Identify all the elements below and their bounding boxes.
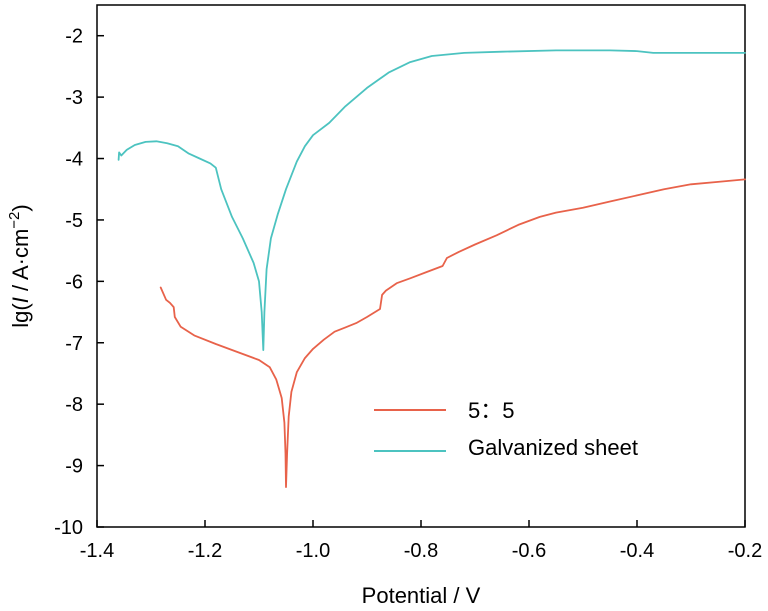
legend-label-galvanized-sheet: Galvanized sheet	[468, 435, 638, 460]
y-tick-label: -5	[65, 210, 83, 232]
y-axis-title-prefix: lg(	[8, 303, 33, 328]
y-tick-label: -3	[65, 87, 83, 109]
y-axis-title-italic: I	[8, 297, 33, 303]
x-tick-label: -1.0	[296, 540, 330, 562]
y-axis-ticks: -10 -9 -8 -7 -6 -5 -4 -3 -2	[54, 26, 104, 539]
y-axis-title: lg(I / A·cm−2)	[6, 204, 33, 327]
x-tick-label: -1.2	[188, 540, 222, 562]
x-axis-title: Potential / V	[362, 583, 481, 608]
y-axis-title-middle: / A·cm	[8, 229, 33, 297]
y-tick-label: -10	[54, 517, 83, 539]
y-tick-label: -8	[65, 394, 83, 416]
x-tick-label: -0.2	[728, 540, 762, 562]
y-tick-label: -6	[65, 271, 83, 293]
x-tick-label: -0.4	[620, 540, 654, 562]
plot-frame	[96, 4, 746, 528]
y-tick-label: -9	[65, 456, 83, 478]
y-tick-label: -7	[65, 333, 83, 355]
x-tick-label: -1.4	[80, 540, 114, 562]
y-tick-label: -2	[65, 26, 83, 48]
x-tick-label: -0.8	[404, 540, 438, 562]
y-axis-title-superscript: −2	[6, 212, 23, 229]
x-axis-ticks: -1.4 -1.2 -1.0 -0.8 -0.6 -0.4 -0.2	[80, 520, 762, 562]
legend-label-5-5: 5：5	[468, 398, 514, 423]
series-layer	[117, 49, 746, 488]
series-line-galvanized-sheet	[117, 49, 746, 351]
x-tick-label: -0.6	[512, 540, 546, 562]
y-tick-label: -4	[65, 149, 83, 171]
series-line-5-5	[159, 178, 746, 488]
y-axis-title-suffix: )	[8, 204, 33, 211]
legend: 5：5 Galvanized sheet	[374, 398, 638, 460]
